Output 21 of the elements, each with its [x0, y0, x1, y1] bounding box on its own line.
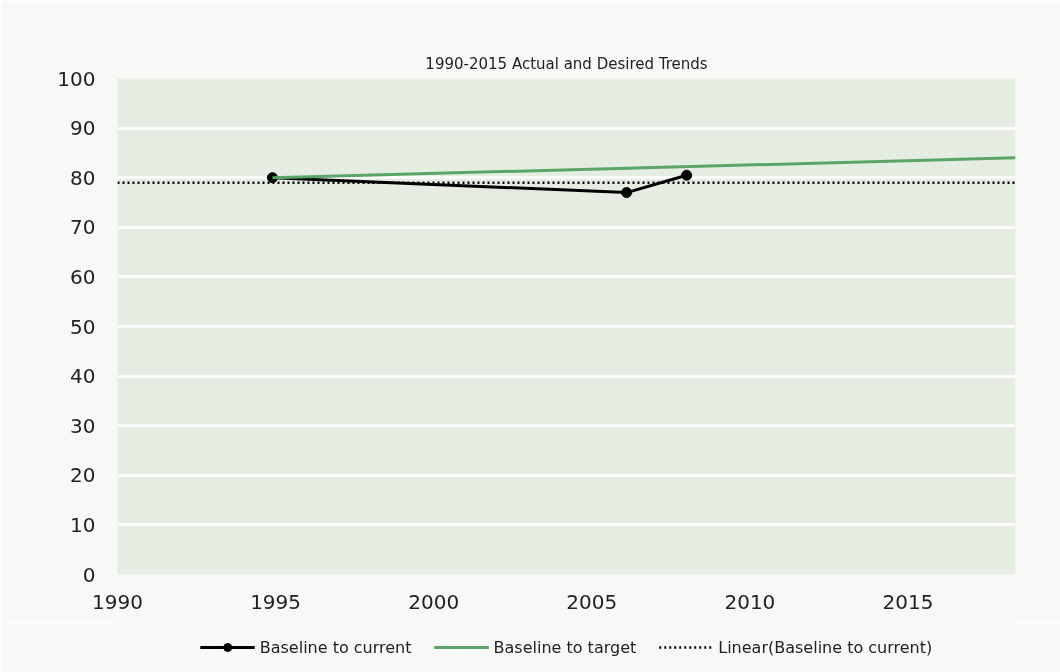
y-tick-label: 100	[57, 66, 96, 91]
x-tick-label: 1990	[92, 589, 143, 614]
y-tick-label: 50	[70, 314, 96, 339]
legend-label: Baseline to target	[493, 637, 637, 657]
y-tick-label: 60	[70, 264, 96, 289]
y-tick-label: 10	[70, 512, 96, 537]
x-tick-label: 1995	[250, 589, 302, 614]
legend-label: Linear(Baseline to current)	[718, 637, 933, 657]
y-tick-label: 70	[70, 215, 96, 240]
y-tick-label: 30	[70, 413, 96, 438]
y-tick-label: 90	[70, 116, 96, 141]
x-tick-label: 2010	[724, 589, 776, 614]
chart-title: 1990-2015 Actual and Desired Trends	[425, 54, 708, 73]
y-tick-label: 40	[70, 364, 96, 389]
y-tick-label: 80	[70, 165, 96, 190]
y-tick-label: 0	[82, 562, 96, 587]
x-tick-label: 2005	[566, 589, 618, 614]
x-tick-label: 2015	[882, 589, 934, 614]
x-tick-label: 2000	[408, 589, 460, 614]
legend-label: Baseline to current	[259, 637, 412, 657]
y-tick-label: 20	[70, 463, 96, 488]
